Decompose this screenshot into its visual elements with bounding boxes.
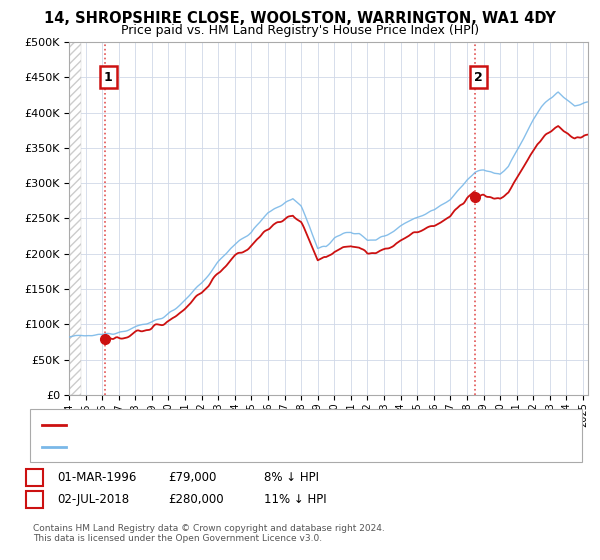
Text: Price paid vs. HM Land Registry's House Price Index (HPI): Price paid vs. HM Land Registry's House … bbox=[121, 24, 479, 36]
Text: 1: 1 bbox=[104, 71, 113, 84]
Text: 8% ↓ HPI: 8% ↓ HPI bbox=[264, 470, 319, 484]
Text: 14, SHROPSHIRE CLOSE, WOOLSTON, WARRINGTON, WA1 4DY: 14, SHROPSHIRE CLOSE, WOOLSTON, WARRINGT… bbox=[44, 11, 556, 26]
Text: £79,000: £79,000 bbox=[168, 470, 217, 484]
Text: £280,000: £280,000 bbox=[168, 493, 224, 506]
Text: 11% ↓ HPI: 11% ↓ HPI bbox=[264, 493, 326, 506]
Text: Contains HM Land Registry data © Crown copyright and database right 2024.
This d: Contains HM Land Registry data © Crown c… bbox=[33, 524, 385, 543]
Text: 1: 1 bbox=[30, 470, 38, 484]
Text: 02-JUL-2018: 02-JUL-2018 bbox=[57, 493, 129, 506]
Text: 14, SHROPSHIRE CLOSE, WOOLSTON, WARRINGTON, WA1 4DY (detached house): 14, SHROPSHIRE CLOSE, WOOLSTON, WARRINGT… bbox=[72, 420, 521, 430]
Text: 01-MAR-1996: 01-MAR-1996 bbox=[57, 470, 136, 484]
Text: HPI: Average price, detached house, Warrington: HPI: Average price, detached house, Warr… bbox=[72, 442, 340, 452]
Text: 2: 2 bbox=[474, 71, 483, 84]
Text: 2: 2 bbox=[30, 493, 38, 506]
